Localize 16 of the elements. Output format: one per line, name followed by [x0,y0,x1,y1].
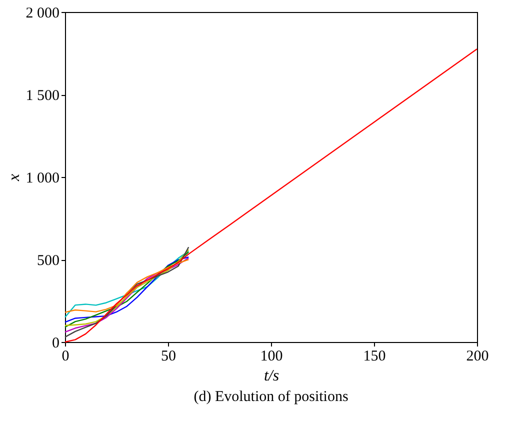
line-series [64,48,478,343]
text: (d) Evolution of positions [194,389,348,405]
y-tick-label: 0 [52,336,60,352]
y-tick-label: 2 000 [26,6,60,22]
y-tick-label: 500 [37,253,60,269]
x-tick-label: 0 [62,348,70,364]
x-tick-label: 50 [161,348,176,364]
x-tick-label: 100 [260,348,283,364]
line-series [64,246,190,338]
x-axis-title: t/s [264,368,280,384]
y-tick-label: 1 000 [26,170,60,186]
line-series [64,258,190,313]
y-tick-label: 1 500 [26,88,60,104]
x-tick-label: 150 [363,348,386,364]
x-tick-label: 200 [466,348,489,364]
y-axis-title: x [6,174,23,182]
